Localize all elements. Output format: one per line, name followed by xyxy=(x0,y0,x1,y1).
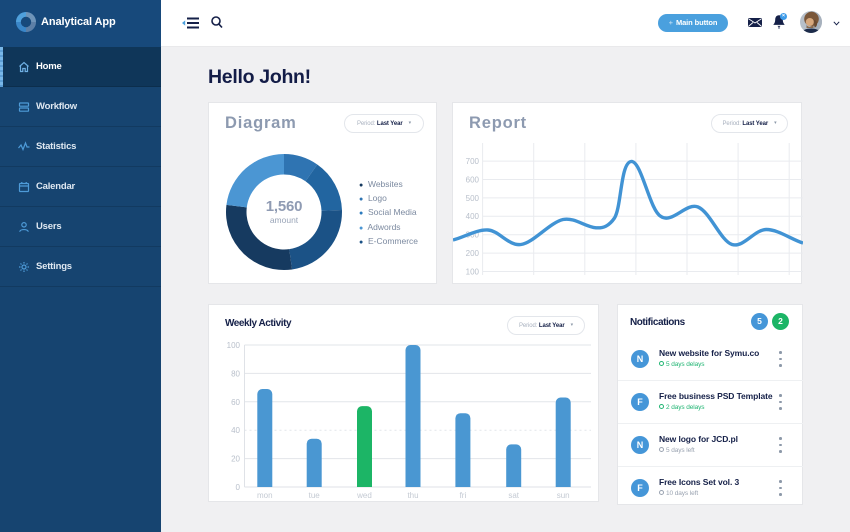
svg-text:600: 600 xyxy=(466,175,480,184)
svg-text:100: 100 xyxy=(466,267,480,276)
svg-text:0: 0 xyxy=(236,483,241,492)
svg-text:200: 200 xyxy=(466,249,480,258)
svg-text:sat: sat xyxy=(508,491,519,500)
svg-text:60: 60 xyxy=(231,398,240,407)
svg-text:fri: fri xyxy=(460,491,467,500)
svg-text:80: 80 xyxy=(231,369,240,378)
svg-text:20: 20 xyxy=(231,455,240,464)
svg-text:40: 40 xyxy=(231,426,240,435)
svg-text:700: 700 xyxy=(466,157,480,166)
svg-text:wed: wed xyxy=(356,491,372,500)
svg-text:tue: tue xyxy=(309,491,321,500)
svg-text:100: 100 xyxy=(227,341,241,350)
svg-text:mon: mon xyxy=(257,491,273,500)
svg-text:sun: sun xyxy=(557,491,570,500)
svg-text:500: 500 xyxy=(466,194,480,203)
svg-text:thu: thu xyxy=(407,491,418,500)
svg-text:300: 300 xyxy=(466,231,480,240)
svg-text:400: 400 xyxy=(466,212,480,221)
